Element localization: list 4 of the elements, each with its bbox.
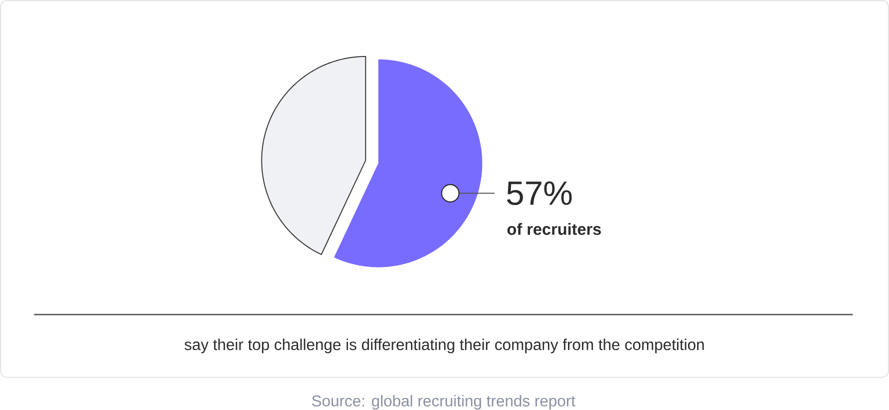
source-note: Source: global recruiting trends report [312, 395, 576, 410]
data-label: 57% [507, 182, 572, 206]
text: of recruiters [507, 223, 601, 236]
text: say their top challenge is differentiating their company from the competition [184, 338, 704, 354]
